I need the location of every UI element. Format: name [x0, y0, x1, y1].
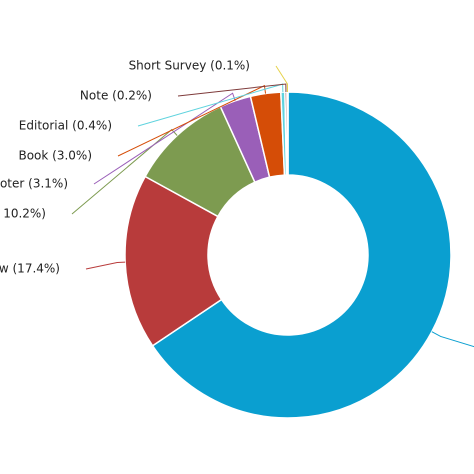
slice-label: Editorial (0.4%)	[19, 119, 112, 133]
leader-line	[117, 84, 267, 157]
slice-label: w (17.4%)	[0, 262, 60, 276]
slice-label: oter (3.1%)	[0, 177, 68, 191]
slice-label: 10.2%)	[3, 207, 46, 221]
leader-line	[177, 83, 287, 97]
slice	[286, 91, 289, 176]
leader-line	[71, 128, 178, 215]
leader-line	[275, 65, 288, 93]
slice-label: Book (3.0%)	[18, 149, 92, 163]
slice-label: Note (0.2%)	[80, 89, 152, 103]
slice-label: Short Survey (0.1%)	[129, 59, 250, 73]
leader-line	[85, 261, 126, 270]
slice	[151, 91, 452, 419]
slice	[124, 175, 223, 347]
leader-line	[431, 331, 474, 348]
